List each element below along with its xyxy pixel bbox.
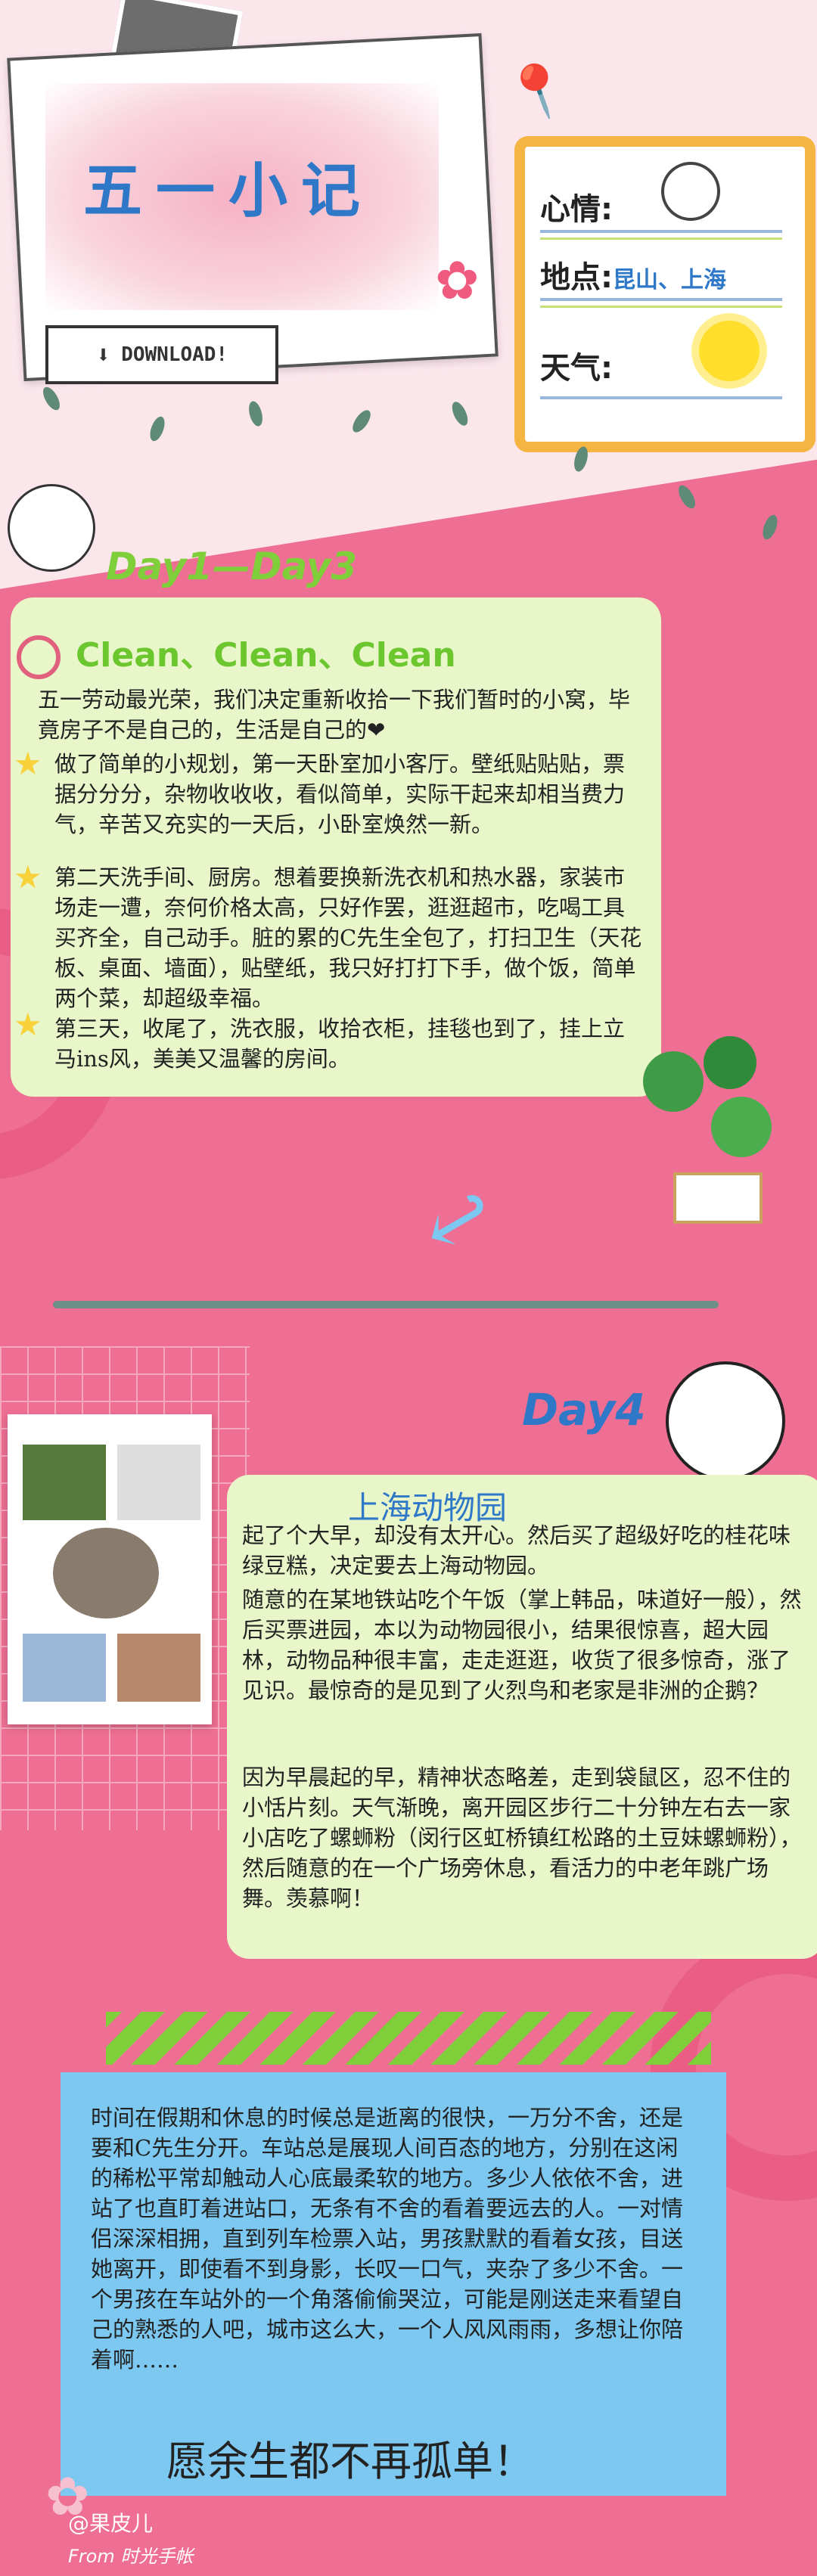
divider xyxy=(540,298,782,301)
location-row: 地点:昆山、上海 xyxy=(540,253,726,296)
zoo-title: 上海动物园 xyxy=(348,1489,508,1526)
branch-divider xyxy=(53,1301,719,1308)
flowers-icon: ✿ xyxy=(45,2466,90,2528)
day4-heading: Day4 xyxy=(522,1384,646,1435)
smiley-icon xyxy=(661,162,720,221)
mood-label: 心情: xyxy=(540,192,613,227)
sun-icon xyxy=(699,321,760,381)
day1-paragraph-1: 做了简单的小规划，第一天卧室加小客厅。壁纸贴贴贴，票据分分分，杂物收收收，看似简… xyxy=(54,751,626,837)
info-card: 心情: 地点:昆山、上海 天气: xyxy=(514,136,815,452)
farewell-text: 愿余生都不再孤单！ xyxy=(166,2438,534,2485)
location-value: 昆山、上海 xyxy=(613,267,726,293)
watercolor-wash xyxy=(45,83,439,310)
closing-card xyxy=(61,2072,726,2496)
closing-paragraph: 时间在假期和休息的时候总是逝离的很快，一万分不舍，还是要和C先生分开。车站总是展… xyxy=(91,2105,684,2373)
day1-paragraph-2: 第二天洗手间、厨房。想着要换新洗衣机和热水器，家装市场走一遭，奈何价格太高，只好… xyxy=(54,864,642,1011)
author-watermark: @果皮儿 xyxy=(68,2511,154,2536)
download-label: DOWNLOAD! xyxy=(121,343,228,366)
photo-collage xyxy=(8,1414,212,1724)
divider xyxy=(540,237,782,240)
star-icon: ★ xyxy=(14,745,42,782)
day1-3-heading: Day1—Day3 xyxy=(106,545,358,588)
download-icon: ⬇ xyxy=(95,340,111,369)
day4-paragraph-1: 起了个大早，却没有太开心。然后买了超级好吃的桂花味绿豆糕，决定要去上海动物园。 xyxy=(242,1522,791,1578)
day4-paragraph-3: 因为早晨起的早，精神状态略差，走到袋鼠区，忍不住的小恬片刻。天气渐晚，离开园区步… xyxy=(242,1764,802,1911)
day1-3-card xyxy=(11,597,661,1097)
download-button[interactable]: ⬇ DOWNLOAD! xyxy=(45,325,278,384)
divider xyxy=(540,396,782,399)
flower-icon: ✿ xyxy=(435,250,480,312)
divider xyxy=(540,306,782,308)
bear-mascot-icon xyxy=(8,484,95,572)
day1-intro: 五一劳动最光荣，我们决定重新收拾一下我们暂时的小窝，毕竟房子不是自己的，生活是自… xyxy=(38,687,631,743)
ring-icon xyxy=(17,635,61,679)
divider xyxy=(540,230,782,233)
panda-icon xyxy=(666,1361,785,1481)
source-watermark: From 时光手帐 xyxy=(68,2546,194,2567)
chevron-banner xyxy=(106,2012,711,2065)
weather-label: 天气: xyxy=(540,351,613,386)
day4-paragraph-2: 随意的在某地铁站吃个午饭（掌上韩品，味道好一般），然后买票进园，本以为动物园很小… xyxy=(242,1587,802,1703)
star-icon: ★ xyxy=(14,858,42,895)
day1-paragraph-3: 第三天，收尾了，洗衣服，收拾衣柜，挂毯也到了，挂上立马ins风，美美又温馨的房间… xyxy=(54,1016,626,1072)
location-label: 地点: xyxy=(540,260,613,295)
garland xyxy=(0,355,817,552)
star-icon: ★ xyxy=(14,1006,42,1043)
clean-subheading: Clean、Clean、Clean xyxy=(76,636,456,675)
page-title: 五一小记 xyxy=(83,157,374,225)
day4-card xyxy=(227,1475,817,1959)
potted-plant-icon xyxy=(620,1036,787,1225)
